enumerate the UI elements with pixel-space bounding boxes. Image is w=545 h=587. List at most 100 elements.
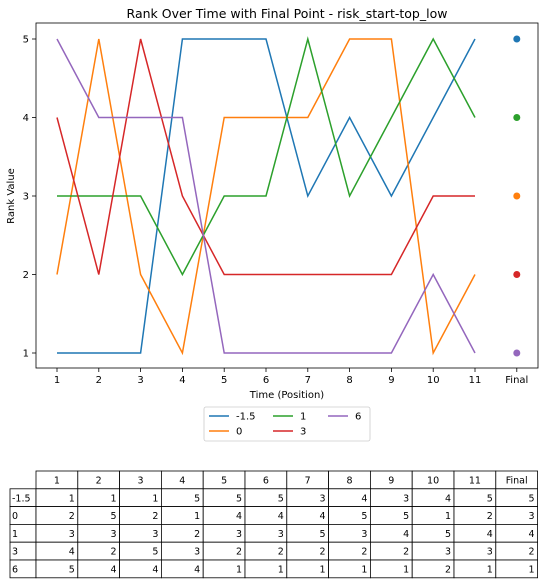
y-axis: 1 2 3 4 5 — [23, 35, 36, 360]
x-tick-label: 6 — [263, 375, 269, 386]
table-cell-value: 2 — [152, 511, 158, 522]
table-header-label: 9 — [388, 476, 394, 487]
table-cell-value: 1 — [487, 565, 493, 576]
final-point-3 — [513, 271, 521, 278]
table-cell-value: 2 — [236, 547, 242, 558]
plot-area — [35, 22, 539, 369]
table-cell-value: 5 — [320, 529, 326, 540]
table-row-label: 1 — [12, 529, 18, 540]
y-tick-label: 2 — [23, 270, 29, 281]
series-layer — [56, 35, 521, 357]
legend: -1.5 0 1 3 6 — [203, 406, 371, 442]
legend-label-1: 0 — [236, 427, 242, 438]
table-row-label: 0 — [12, 511, 18, 522]
table-cell-value: 5 — [487, 493, 493, 504]
table-cell-value: 5 — [529, 493, 535, 504]
table-cell-value: 4 — [361, 493, 367, 504]
x-tick-label: 9 — [388, 375, 394, 386]
table-cell-value: 5 — [69, 565, 75, 576]
y-tick-label: 5 — [23, 35, 29, 46]
table-cell-value: 4 — [403, 529, 409, 540]
x-axis: 1 2 3 4 5 6 7 8 9 10 11 Final — [54, 368, 528, 386]
x-tick-label: 2 — [96, 375, 102, 386]
table-cell-value: 4 — [529, 529, 535, 540]
table-cell-value: 5 — [236, 493, 242, 504]
table-cell-value: 1 — [69, 493, 75, 504]
y-tick-label: 4 — [23, 113, 29, 124]
table-cell-value: 3 — [236, 529, 242, 540]
table-cell-value: 2 — [403, 547, 409, 558]
table-cell-value: 2 — [111, 547, 117, 558]
table-cell-value: 5 — [111, 511, 117, 522]
table-header-label: 5 — [221, 476, 227, 487]
table-cell-value: 1 — [236, 565, 242, 576]
data-table: 1 2 3 4 5 6 7 8 9 10 11 Final-1.5 1 1 1 5 5 5 3 4 3 4 5 50 2 5 2 1 4… — [9, 470, 538, 579]
table-cell-value: 3 — [152, 529, 158, 540]
y-tick-label: 3 — [23, 192, 29, 203]
table-cell-value: 3 — [487, 547, 493, 558]
table-cell-value: 5 — [403, 511, 409, 522]
table-cell-value: 4 — [320, 511, 326, 522]
table-cell-value: 2 — [320, 547, 326, 558]
table-cell-value: 1 — [529, 565, 535, 576]
table-cell-value: 3 — [403, 493, 409, 504]
table-cell-value: 1 — [445, 511, 451, 522]
table-header-label: 3 — [137, 476, 143, 487]
table-cell-value: 4 — [194, 565, 200, 576]
table-cell-value: 2 — [69, 511, 75, 522]
x-tick-label: 4 — [179, 375, 185, 386]
table-header-label: 11 — [469, 476, 481, 487]
table-cell-value: 2 — [445, 565, 451, 576]
x-tick-label: 5 — [221, 375, 227, 386]
final-point-0 — [513, 35, 521, 43]
table-cell-value: 3 — [278, 529, 284, 540]
table-cell-value: 1 — [278, 565, 284, 576]
table-cell-value: 3 — [320, 493, 326, 504]
x-tick-label: 3 — [137, 375, 143, 386]
table-cell-value: 2 — [529, 547, 535, 558]
final-point-1 — [513, 192, 521, 200]
table-cell-value: 2 — [487, 511, 493, 522]
table-header-label: 4 — [179, 476, 185, 487]
table-cell-value: 1 — [361, 565, 367, 576]
table-cell-value: 4 — [445, 493, 451, 504]
y-tick-label: 1 — [23, 349, 29, 360]
table-row-label: -1.5 — [12, 493, 31, 504]
legend-label-4: 6 — [355, 412, 361, 423]
table-cell-value: 3 — [111, 529, 117, 540]
legend-box — [203, 406, 371, 442]
final-point-4 — [513, 349, 521, 357]
table-row-label: 3 — [12, 547, 18, 558]
series-line-0 — [57, 38, 476, 354]
series-line-4 — [56, 38, 476, 354]
table-header-label: 7 — [305, 476, 311, 487]
table-cell-value: 4 — [278, 511, 284, 522]
table-header-label: 1 — [54, 476, 60, 487]
table-header-label: 10 — [427, 476, 439, 487]
table-cell-value: 1 — [320, 565, 326, 576]
table-header-label: 6 — [263, 476, 269, 487]
table-cell-value: 5 — [445, 529, 451, 540]
table-cell-value: 1 — [194, 511, 200, 522]
table-cell-value: 2 — [361, 547, 367, 558]
table-cell-value: 4 — [487, 529, 493, 540]
legend-label-3: 3 — [300, 427, 306, 438]
table-cell-value: 3 — [194, 547, 200, 558]
table-cell-value: 1 — [152, 493, 158, 504]
final-point-2 — [513, 114, 521, 121]
table-cell-value: 5 — [278, 493, 284, 504]
table-cell-value: 5 — [194, 493, 200, 504]
table-cell-value: 4 — [69, 547, 75, 558]
legend-label-2: 1 — [300, 412, 306, 423]
x-tick-label: 11 — [469, 375, 482, 386]
table-cell-value: 3 — [69, 529, 75, 540]
table-cell-value: 5 — [361, 511, 367, 522]
x-axis-label: Time (Position) — [249, 390, 324, 401]
table-cell-value: 4 — [236, 511, 242, 522]
x-tick-label: Final — [505, 375, 528, 386]
legend-label-0: -1.5 — [236, 412, 256, 423]
table-row-label: 6 — [12, 565, 18, 576]
x-tick-label: 7 — [305, 375, 311, 386]
